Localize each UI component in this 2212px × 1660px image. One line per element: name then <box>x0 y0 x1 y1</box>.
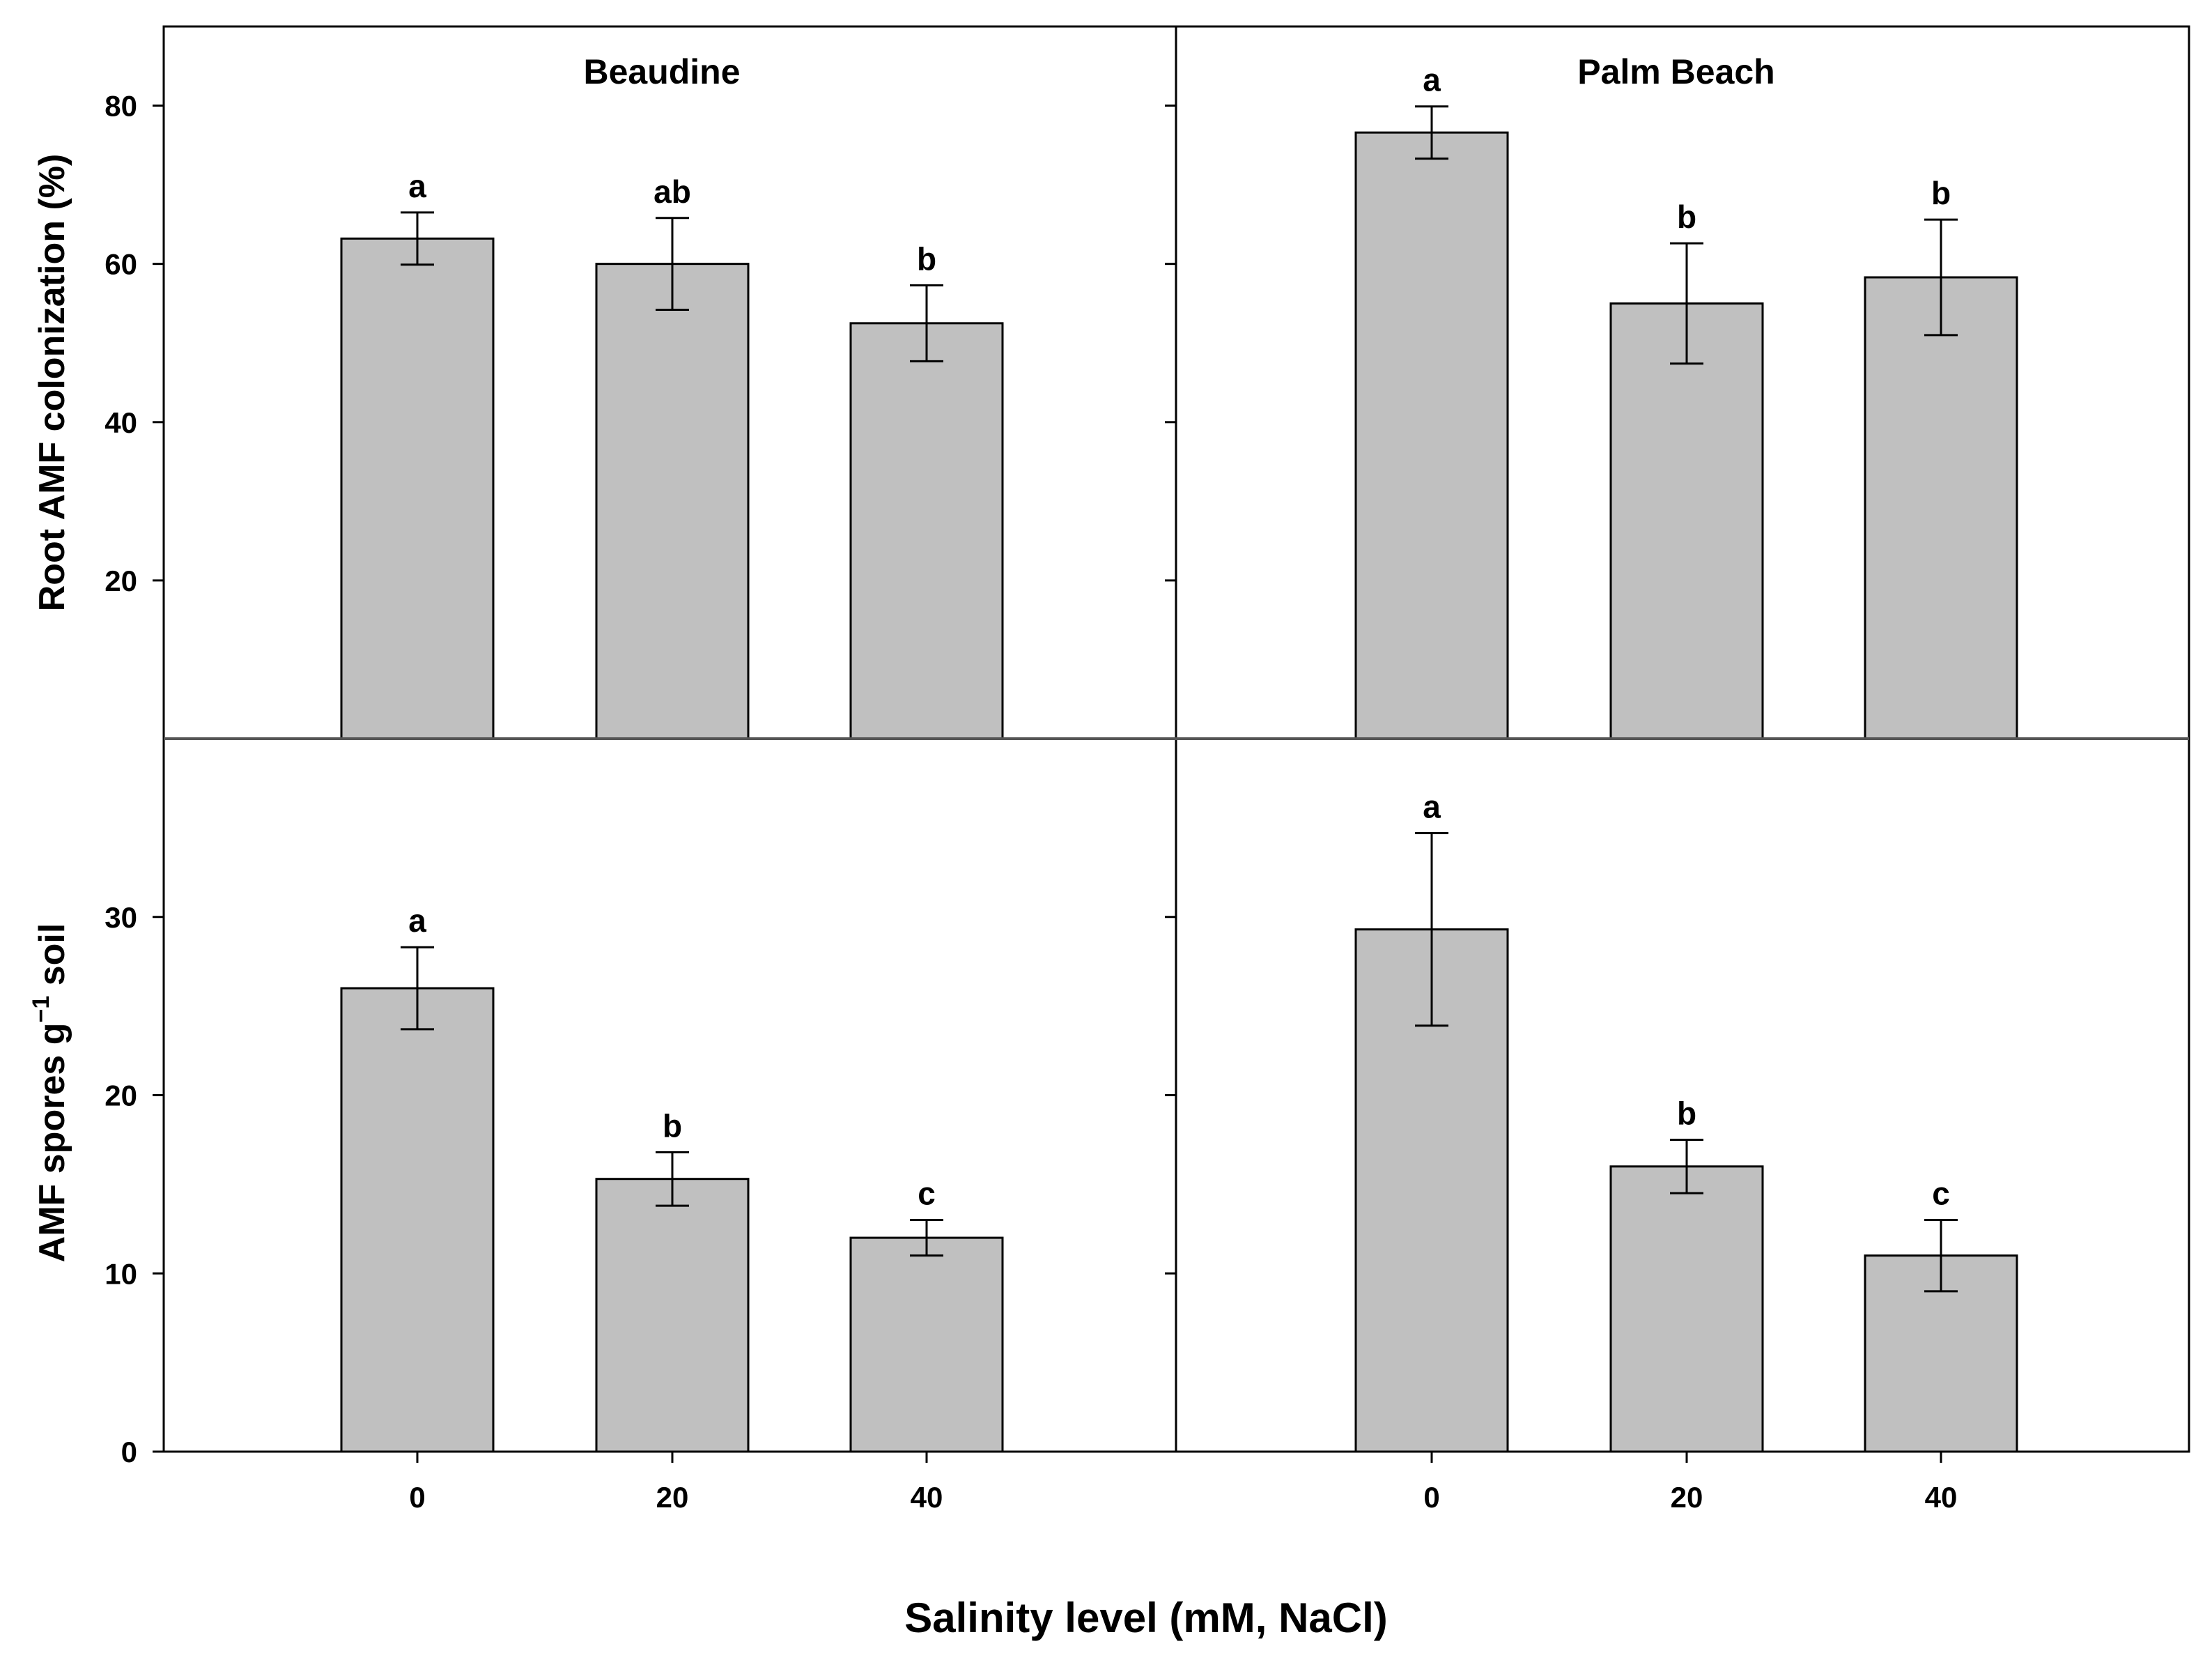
significance-letter: a <box>1423 789 1441 825</box>
y-tick-label: 30 <box>105 901 137 934</box>
bar <box>1609 302 1764 740</box>
significance-letter: a <box>408 902 426 939</box>
y-axis-label-top: Root AMF colonization (%) <box>32 154 72 612</box>
significance-letter: b <box>1931 175 1951 211</box>
y-tick-label: 60 <box>105 248 137 281</box>
bar <box>1354 131 1509 740</box>
significance-letter: b <box>1677 199 1696 235</box>
significance-letter: a <box>1423 62 1441 98</box>
bar <box>849 322 1004 740</box>
y-tick-label: 20 <box>105 1079 137 1112</box>
bar <box>340 987 495 1453</box>
bar <box>1864 276 2018 740</box>
x-tick-label: 20 <box>656 1481 689 1514</box>
y-axis-label-bottom-superscript: −1 <box>28 996 54 1023</box>
bar <box>595 1178 750 1453</box>
y-axis-label-bottom-suffix: soil <box>32 923 72 996</box>
significance-letter: b <box>1677 1095 1696 1131</box>
significance-letter: a <box>408 168 426 204</box>
y-axis-label-bottom-main: AMF spores g <box>32 1022 72 1262</box>
x-tick-label: 0 <box>409 1481 425 1514</box>
bar <box>849 1236 1004 1453</box>
panel-bottom-right: a 0 b 20 c 40 <box>1165 789 2018 1514</box>
panel-top-right: a b b Palm Beach <box>1165 52 2018 740</box>
y-tick-label: 20 <box>105 564 137 597</box>
y-axis-label-bottom: AMF spores g−1 soil <box>28 923 72 1263</box>
panel-top-left: 20 40 60 80 a ab b Beaudine <box>105 52 1004 740</box>
significance-letter: ab <box>653 174 691 210</box>
y-tick-label: 80 <box>105 90 137 123</box>
bar <box>595 263 750 740</box>
x-tick-label: 40 <box>911 1481 943 1514</box>
bar <box>340 237 495 740</box>
x-tick-label: 0 <box>1423 1481 1439 1514</box>
x-tick-label: 40 <box>1925 1481 1958 1514</box>
y-tick-label: 10 <box>105 1257 137 1290</box>
x-axis-label: Salinity level (mM, NaCl) <box>904 1594 1388 1641</box>
y-tick-label: 0 <box>121 1436 137 1468</box>
significance-letter: b <box>663 1107 682 1144</box>
x-tick-label: 20 <box>1671 1481 1703 1514</box>
panel-title: Beaudine <box>583 52 740 91</box>
chart-frame <box>162 25 2190 1453</box>
significance-letter: c <box>918 1176 936 1212</box>
significance-letter: c <box>1932 1176 1950 1212</box>
bar <box>1609 1165 1764 1453</box>
y-tick-label: 40 <box>105 406 137 439</box>
panel-bottom-left: 0 10 20 30 a 0 b 20 c 40 <box>105 901 1004 1514</box>
panel-title: Palm Beach <box>1577 52 1774 91</box>
significance-letter: b <box>917 240 936 277</box>
